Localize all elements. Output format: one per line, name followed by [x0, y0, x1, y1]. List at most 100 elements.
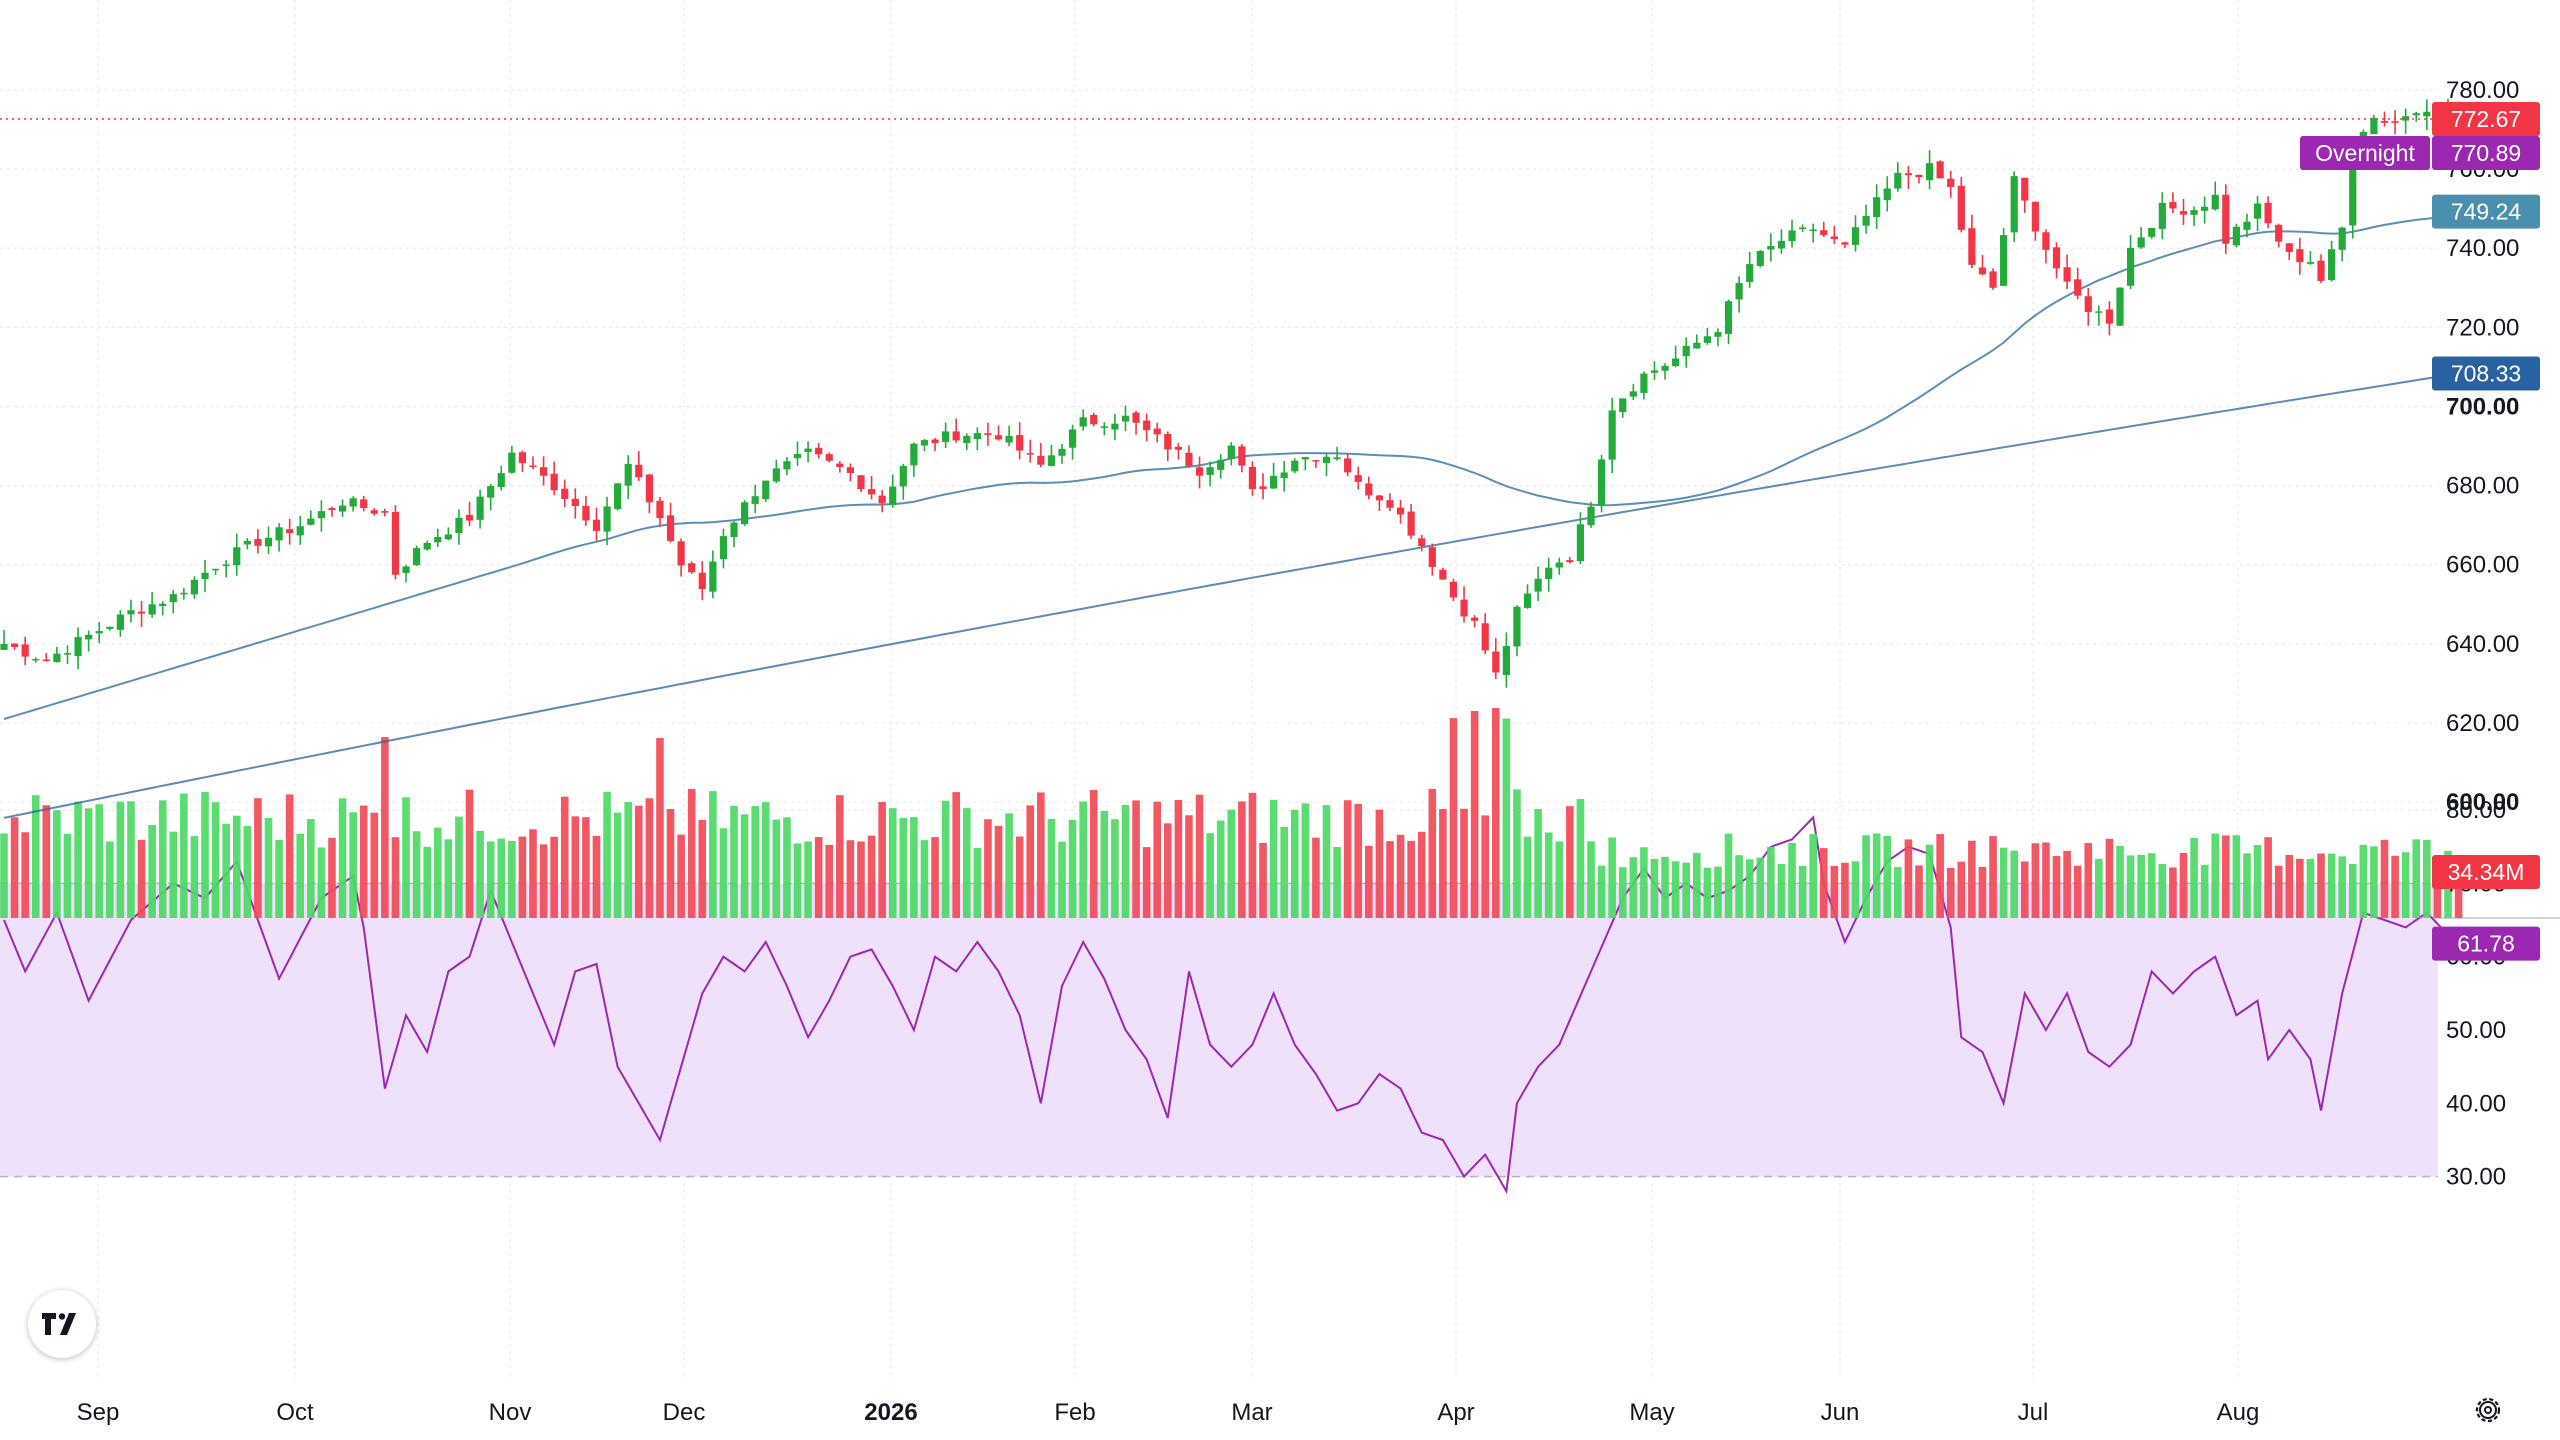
volume-bar	[222, 823, 230, 918]
volume-bar	[1248, 792, 1257, 918]
volume-bar	[1968, 840, 1976, 918]
volume-bar	[1851, 861, 1860, 918]
ma-200-badge-value: 708.33	[2451, 361, 2521, 387]
candle-body	[2211, 194, 2219, 210]
volume-bar	[1142, 847, 1151, 918]
candle-body	[603, 506, 611, 532]
candle-body	[2423, 111, 2431, 117]
candle-body	[2317, 260, 2325, 281]
candle-body	[1502, 645, 1510, 675]
volume-bar	[476, 830, 484, 918]
candle-body	[518, 452, 527, 464]
volume-bar	[1925, 844, 1934, 918]
candle-body	[1047, 455, 1056, 466]
candle-body	[2126, 247, 2135, 286]
volume-bar	[666, 809, 675, 918]
volume-bar	[42, 805, 51, 918]
volume-bar	[1439, 808, 1447, 918]
volume-bar	[1290, 809, 1299, 918]
price-tick-label: 620.00	[2446, 710, 2519, 737]
candle-body	[497, 473, 505, 488]
candle-body	[963, 435, 971, 443]
candle-body	[1925, 163, 1934, 181]
volume-bar	[2274, 865, 2283, 918]
volume-bar	[2105, 838, 2114, 918]
volume-bar	[275, 839, 283, 918]
candle-body	[1460, 599, 1468, 617]
candle-body	[465, 514, 474, 521]
tradingview-logo[interactable]	[28, 1290, 96, 1358]
volume-bar	[243, 826, 252, 918]
volume-bar	[761, 802, 770, 918]
candle-body	[1894, 172, 1902, 189]
volume-bar	[2359, 844, 2368, 918]
candle-body	[1121, 415, 1130, 422]
volume-bar	[2243, 853, 2251, 918]
time-tick-label: Aug	[2217, 1399, 2260, 1426]
candle-body	[1439, 569, 1447, 580]
volume-bar	[2126, 855, 2135, 918]
candle-body	[867, 489, 876, 495]
volume-bar	[582, 817, 590, 918]
volume-bar	[867, 835, 876, 918]
volume-bar	[2095, 858, 2103, 918]
volume-bar	[1058, 841, 1066, 918]
candle-body	[1407, 511, 1415, 536]
volume-bar	[31, 795, 40, 918]
candle-body	[137, 611, 146, 614]
settings-icon[interactable]	[2472, 1394, 2504, 1426]
candle-body	[2201, 206, 2209, 211]
volume-bar	[254, 798, 262, 918]
volume-bar	[698, 819, 707, 918]
volume-bar	[2348, 863, 2357, 918]
volume-bar	[465, 789, 474, 918]
candle-body	[815, 447, 823, 455]
candle-body	[1724, 301, 1733, 334]
candle-body	[1174, 446, 1182, 450]
candle-body	[2148, 227, 2156, 237]
candle-body	[1841, 242, 1849, 245]
volume-bar	[899, 818, 908, 918]
volume-bar	[973, 847, 982, 918]
volume-bar	[687, 788, 696, 918]
volume-bar	[1788, 842, 1796, 918]
volume-bar	[2073, 865, 2082, 918]
candle-body	[1682, 345, 1690, 357]
candle-body	[1978, 267, 1987, 275]
volume-bar	[486, 841, 495, 918]
volume-bar	[1365, 845, 1373, 918]
candle-body	[741, 502, 749, 525]
candle-body	[2306, 262, 2315, 264]
volume-bar	[624, 802, 633, 918]
volume-bar	[317, 847, 326, 918]
candle-body	[719, 536, 728, 560]
candle-body	[635, 464, 643, 478]
price-tick-label: 640.00	[2446, 631, 2519, 658]
candle-body	[666, 515, 675, 542]
volume-bar	[63, 833, 72, 918]
candle-body	[2264, 202, 2272, 224]
volume-bar	[2412, 839, 2421, 918]
volume-bar	[1682, 862, 1691, 918]
price-tick-label: 720.00	[2446, 314, 2519, 341]
candle-body	[1026, 453, 1034, 455]
candle-body	[233, 547, 241, 566]
candle-body	[1703, 336, 1711, 343]
candle-body	[1333, 457, 1341, 460]
candle-body	[2243, 221, 2251, 230]
candle-body	[2412, 113, 2420, 116]
volume-bar	[285, 794, 294, 918]
volume-bar	[1523, 836, 1532, 918]
candle-body	[846, 467, 854, 474]
candle-body	[2010, 176, 2018, 233]
volume-bar	[1862, 835, 1870, 918]
volume-bar	[1206, 833, 1214, 918]
candle-body	[148, 604, 156, 615]
volume-bar	[497, 838, 506, 918]
volume-bar	[783, 817, 791, 918]
volume-bar	[423, 846, 431, 918]
time-tick-label: Jul	[2018, 1399, 2049, 1426]
volume-bar	[1026, 805, 1035, 918]
candle-body	[1396, 507, 1405, 515]
